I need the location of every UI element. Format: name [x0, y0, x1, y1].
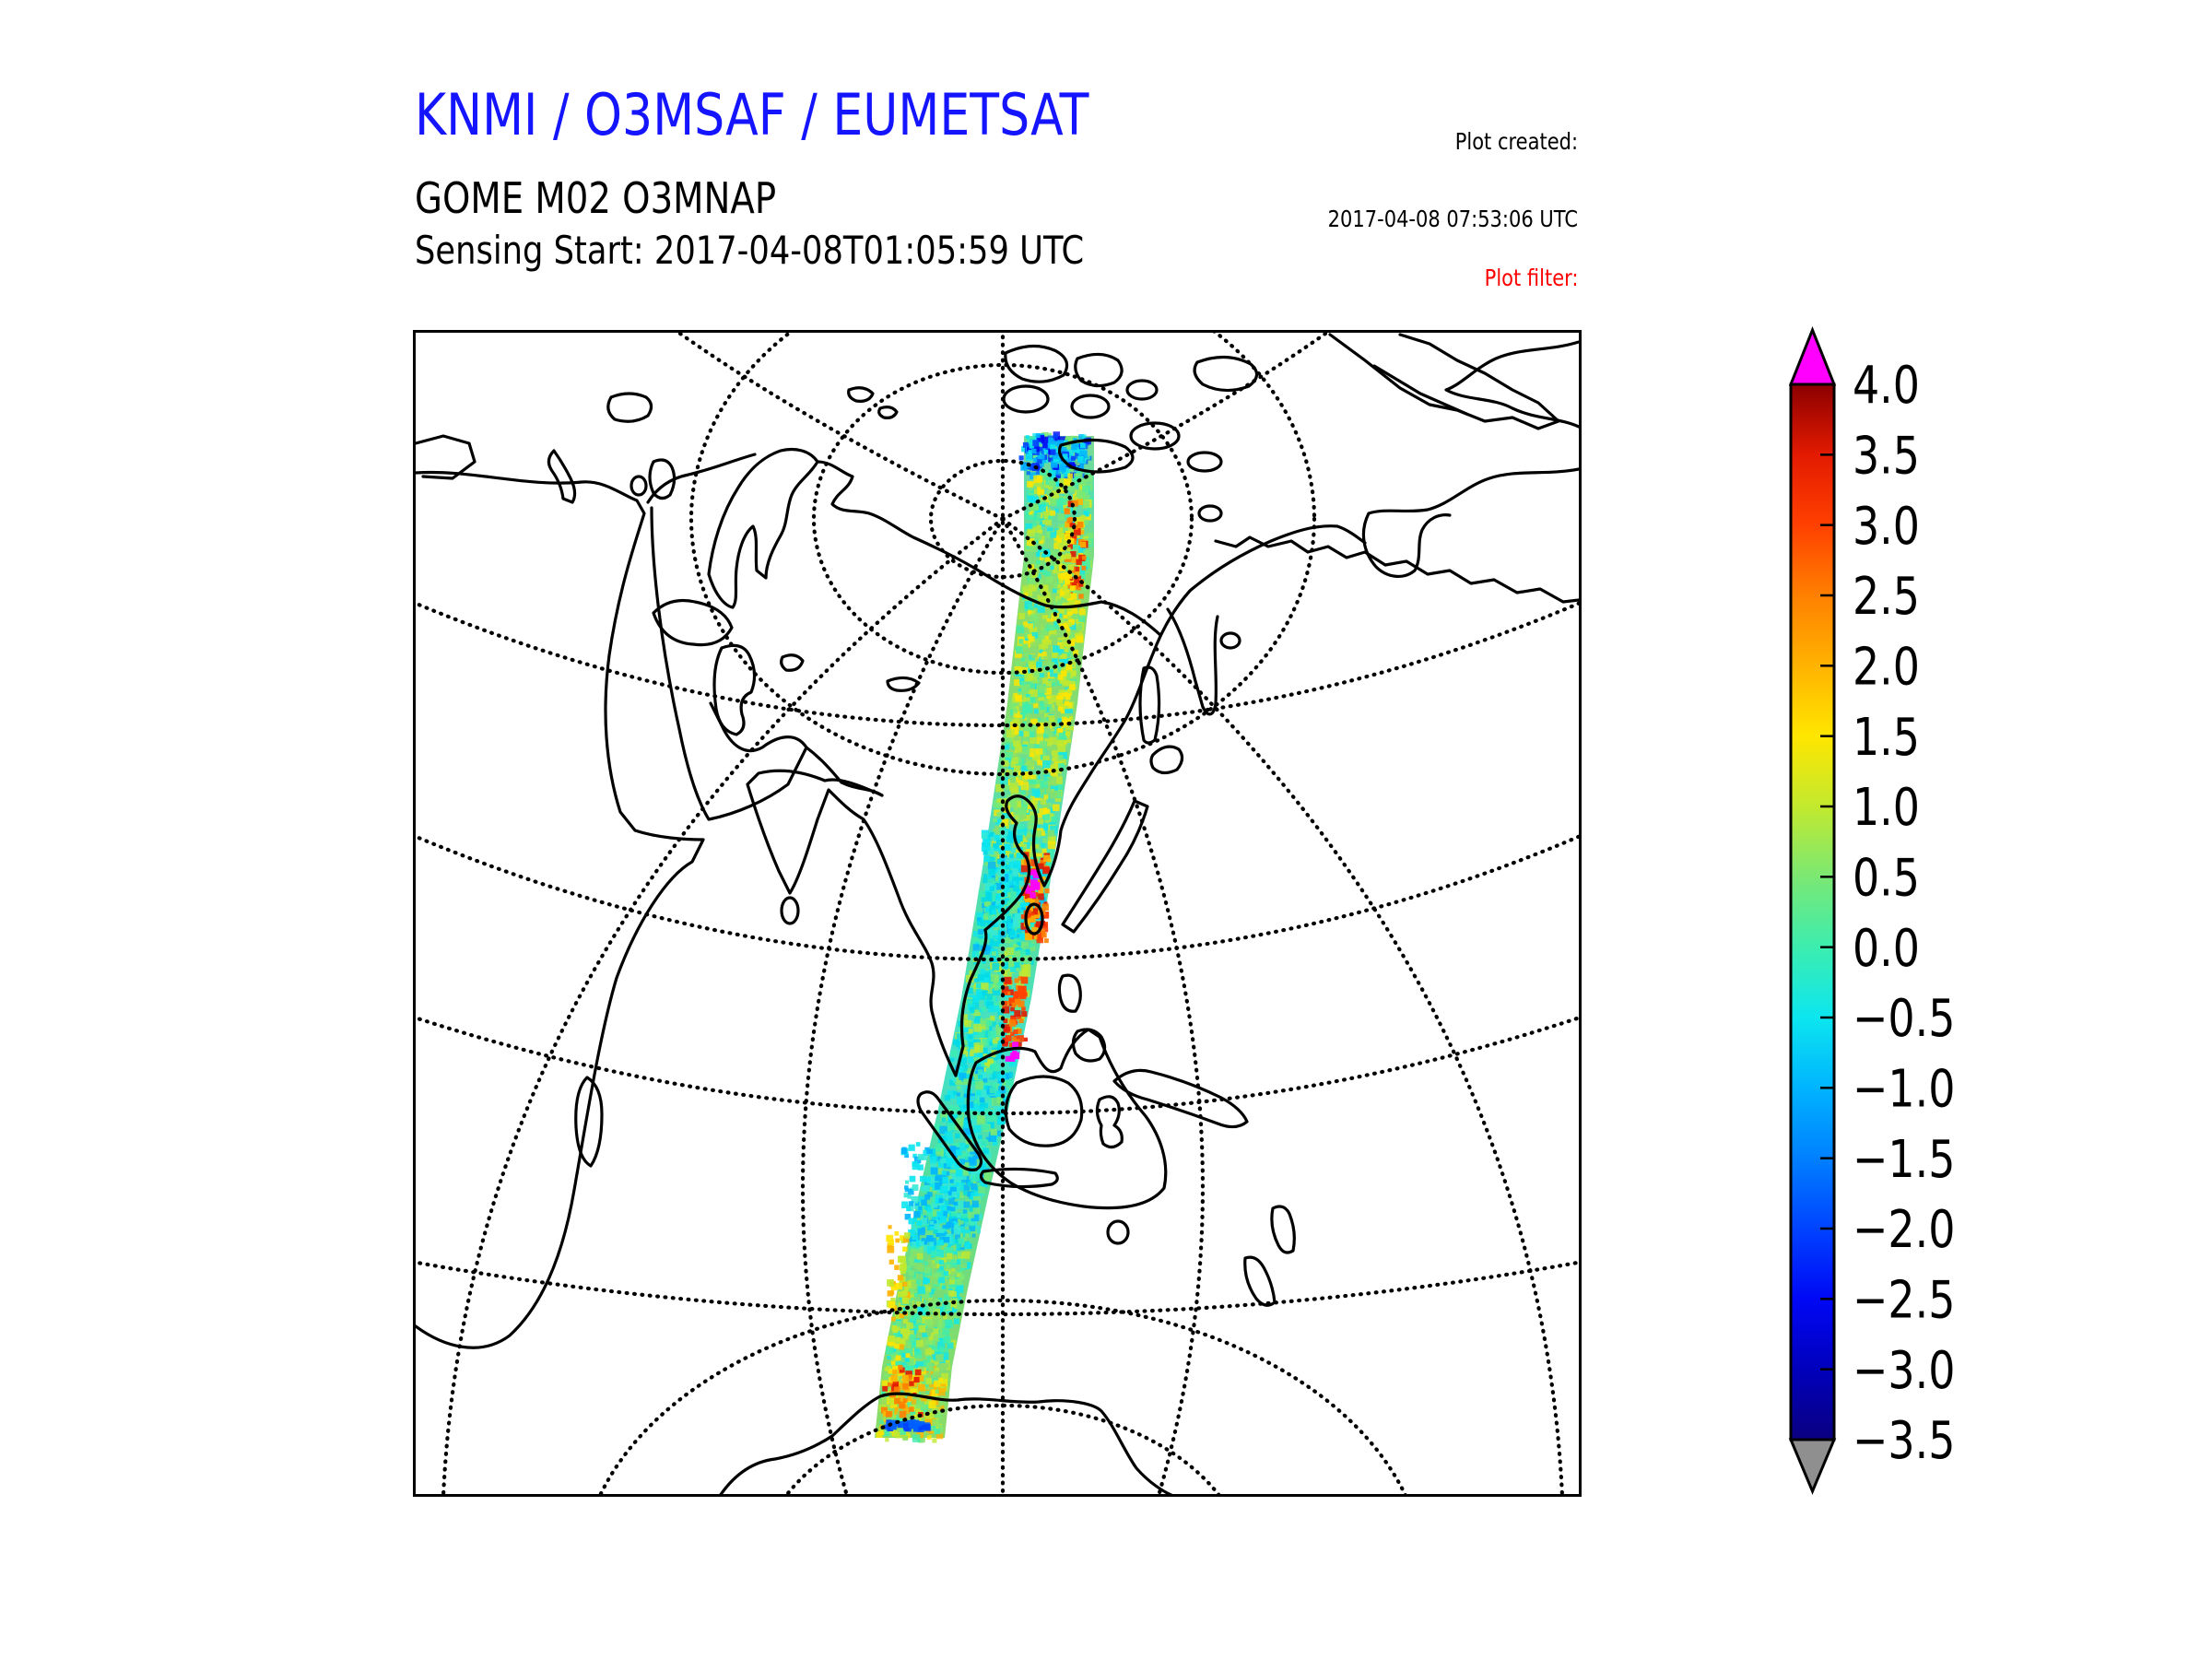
colorbar-tick-label: 3.5	[1853, 426, 1920, 487]
graticule	[416, 333, 1579, 1494]
colorbar-tick-label: −0.5	[1853, 989, 1955, 1050]
colorbar-over-arrow	[1788, 325, 1837, 386]
colorbar-tick-label: 3.0	[1853, 496, 1920, 557]
plot-created-label: Plot created:	[1454, 128, 1578, 155]
colorbar-tick-label: −2.5	[1853, 1270, 1955, 1331]
colorbar-tick-label: −3.0	[1853, 1340, 1955, 1401]
colorbar-tick-label: 2.0	[1853, 637, 1920, 698]
colorbar-canvas: 4.0 3.5 3.0 2.5 2.0 1.5 1.0 0.5 0.0 −0.5 −1.0 −1.5 −…	[1788, 325, 1955, 1495]
map-canvas	[413, 330, 1582, 1497]
colorbar-tick-labels: 4.0 3.5 3.0 2.5 2.0 1.5 1.0 0.5 0.0 −0.5 −1.0 −1.5 −…	[1853, 356, 1955, 1472]
colorbar-gradient	[1789, 382, 1836, 1441]
map-panel	[413, 330, 1582, 1497]
colorbar-tick-label: 4.0	[1853, 356, 1920, 417]
aai-swath	[875, 431, 1094, 1443]
colorbar-tick-label: −3.5	[1853, 1411, 1955, 1472]
colorbar-tick-label: 1.5	[1853, 707, 1920, 768]
sensing-start-line: Sensing Start: 2017-04-08T01:05:59 UTC	[415, 228, 1085, 273]
colorbar-tick-label: −1.0	[1853, 1059, 1955, 1120]
plot-created-block: Plot created: 2017-04-08 07:53:06 UTC	[1328, 77, 1578, 284]
plot-created-timestamp: 2017-04-08 07:53:06 UTC	[1327, 206, 1578, 232]
colorbar-tick-label: 0.0	[1853, 918, 1920, 979]
colorbar-tick-label: 0.5	[1853, 848, 1920, 909]
colorbar-under-arrow	[1788, 1438, 1837, 1495]
colorbar-tick-label: 2.5	[1853, 567, 1920, 628]
coastlines	[416, 333, 1579, 1494]
plot-filter-line: Plot filter:	[1484, 265, 1578, 291]
product-line: GOME M02 O3MNAP	[415, 173, 777, 223]
colorbar-tick-label: −1.5	[1853, 1129, 1955, 1190]
colorbar: 4.0 3.5 3.0 2.5 2.0 1.5 1.0 0.5 0.0 −0.5 −1.0 −1.5 −…	[1756, 323, 2014, 1552]
page-title: KNMI / O3MSAF / EUMETSAT	[415, 81, 1089, 148]
colorbar-tick-label: 1.0	[1853, 778, 1920, 839]
colorbar-tick-label: −2.0	[1853, 1200, 1955, 1261]
